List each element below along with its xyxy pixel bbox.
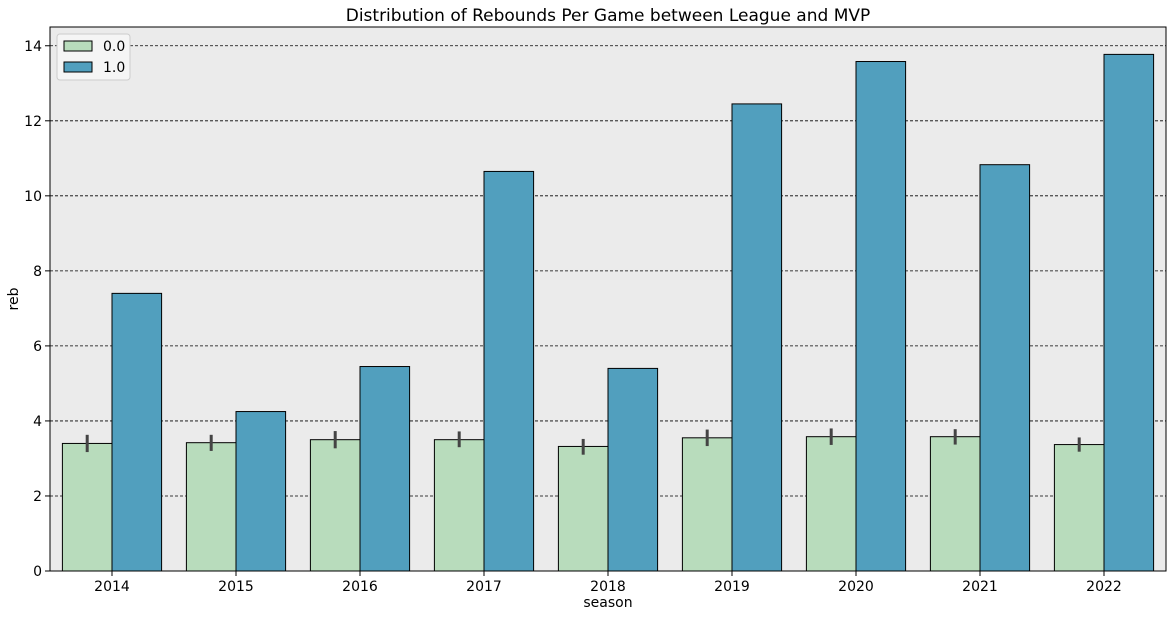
bar-2017-series-0.0 (433, 439, 485, 572)
legend-swatch-0 (63, 40, 93, 52)
x-tick-label: 2014 (94, 579, 130, 595)
y-axis: 0 2 4 6 8 10 12 14 (24, 39, 50, 580)
bar-2022-series-0.0 (1053, 444, 1105, 572)
x-tick-label: 2022 (1086, 579, 1122, 595)
y-tick-label: 0 (33, 564, 42, 580)
y-tick-label: 6 (33, 339, 42, 355)
bar-2018-series-0.0 (557, 445, 609, 572)
y-axis-label: reb (6, 287, 22, 310)
bar-2019-series-0.0 (681, 437, 733, 572)
x-tick-label: 2017 (466, 579, 502, 595)
bar-2016-series-0.0 (309, 439, 361, 572)
bar-2018-series-1.0 (607, 367, 659, 572)
bar-2019-series-1.0 (731, 103, 783, 572)
x-axis: 2014 2015 2016 2017 2018 2019 2020 2021 2022 (94, 571, 1122, 595)
x-tick-label: 2015 (218, 579, 254, 595)
error-bars (85, 428, 1081, 455)
x-tick-label: 2018 (590, 579, 626, 595)
legend: 0.0 1.0 (56, 33, 131, 81)
legend-label-1: 1.0 (103, 60, 125, 76)
y-tick-label: 4 (33, 414, 42, 430)
y-tick-label: 10 (24, 189, 42, 205)
y-tick-label: 14 (24, 39, 42, 55)
x-tick-label: 2019 (714, 579, 750, 595)
bar-2014-series-0.0 (61, 442, 113, 572)
bar-2021-series-1.0 (979, 164, 1031, 572)
x-tick-label: 2021 (962, 579, 998, 595)
bar-2017-series-1.0 (483, 170, 535, 572)
y-tick-label: 2 (33, 489, 42, 505)
bar-2022-series-1.0 (1103, 53, 1155, 572)
legend-swatch-1 (63, 61, 93, 73)
bars (61, 53, 1155, 572)
y-tick-label: 8 (33, 264, 42, 280)
y-tick-label: 12 (24, 114, 42, 130)
bar-2016-series-1.0 (359, 366, 411, 572)
bar-2020-series-1.0 (855, 61, 907, 572)
bar-2014-series-1.0 (111, 292, 163, 572)
bar-2020-series-0.0 (805, 436, 857, 572)
bar-2015-series-0.0 (185, 442, 237, 572)
x-tick-label: 2020 (838, 579, 874, 595)
x-axis-label: season (583, 595, 632, 611)
chart-title: Distribution of Rebounds Per Game betwee… (346, 6, 871, 26)
bar-2015-series-1.0 (235, 411, 287, 572)
bar-2021-series-0.0 (929, 436, 981, 572)
x-tick-label: 2016 (342, 579, 378, 595)
legend-label-0: 0.0 (103, 39, 125, 55)
